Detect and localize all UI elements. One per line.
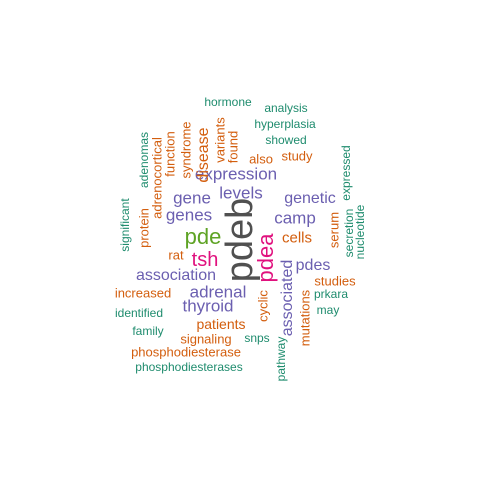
word-snps: snps: [244, 331, 270, 345]
word-phosphodiesterase: phosphodiesterase: [131, 344, 241, 360]
word-patients: patients: [196, 316, 246, 332]
word-phosphodiesterases: phosphodiesterases: [135, 360, 243, 374]
word-pde: pde: [184, 224, 222, 249]
word-studies: studies: [314, 273, 356, 289]
word-identified: identified: [114, 306, 164, 320]
word-camp: camp: [274, 208, 316, 228]
word-tsh: tsh: [191, 249, 219, 271]
word-function: function: [162, 131, 178, 177]
word-pdes: pdes: [295, 257, 331, 274]
word-adrenal: adrenal: [189, 282, 247, 302]
word-signaling: signaling: [180, 331, 232, 347]
word-analysis: analysis: [264, 101, 308, 115]
word-mutations: mutations: [297, 289, 313, 347]
word-family: family: [132, 324, 164, 338]
word-expression: expression: [194, 164, 278, 184]
word-associated: associated: [279, 259, 296, 337]
word-also: also: [249, 151, 273, 167]
word-hyperplasia: hyperplasia: [254, 117, 316, 131]
word-hormone: hormone: [204, 95, 252, 109]
word-adrenocortical: adrenocortical: [149, 137, 165, 219]
word-pathway: pathway: [274, 336, 288, 382]
word-levels: levels: [219, 183, 263, 203]
word-serum: serum: [326, 211, 342, 249]
word-cells: cells: [281, 229, 313, 247]
word-expressed: expressed: [339, 145, 353, 201]
word-association: association: [135, 267, 217, 284]
word-gene: gene: [173, 188, 211, 208]
word-significant: significant: [118, 198, 132, 252]
word-rat: rat: [168, 247, 184, 263]
word-cyclic: cyclic: [255, 290, 271, 322]
word-protein: protein: [136, 208, 152, 248]
word-thyroid: thyroid: [182, 296, 234, 316]
word-prkara: prkara: [313, 287, 349, 301]
word-disease: disease: [195, 127, 212, 183]
word-showed: showed: [265, 133, 307, 147]
word-syndrome: syndrome: [178, 121, 194, 179]
word-pdea: pdea: [253, 233, 278, 283]
word-may: may: [316, 303, 340, 317]
word-increased: increased: [114, 285, 172, 301]
word-genes: genes: [165, 205, 213, 225]
word-genetic: genetic: [284, 190, 336, 207]
word-study: study: [281, 148, 313, 164]
word-adenomas: adenomas: [137, 131, 151, 189]
word-nucleotide: nucleotide: [353, 204, 367, 260]
word-found: found: [225, 130, 241, 164]
